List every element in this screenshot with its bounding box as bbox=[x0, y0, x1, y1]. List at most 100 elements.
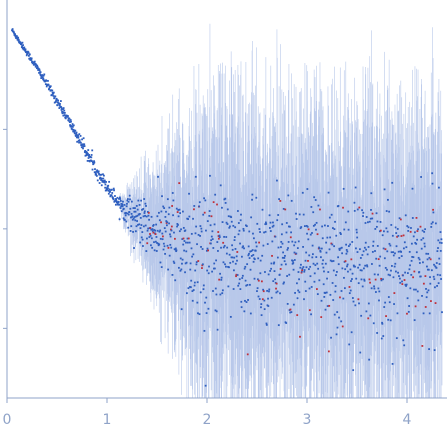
data-point bbox=[118, 196, 121, 199]
data-point bbox=[351, 278, 353, 280]
data-point bbox=[305, 266, 308, 269]
data-point bbox=[372, 244, 375, 247]
data-point bbox=[418, 258, 421, 261]
data-point bbox=[91, 160, 93, 162]
data-point bbox=[246, 353, 249, 356]
data-point bbox=[75, 133, 78, 135]
data-point bbox=[415, 251, 418, 254]
data-point bbox=[76, 140, 79, 143]
data-point bbox=[311, 244, 314, 247]
data-point bbox=[60, 107, 63, 110]
data-point bbox=[139, 216, 142, 219]
data-point bbox=[253, 258, 256, 261]
data-point bbox=[248, 283, 251, 286]
data-point bbox=[75, 135, 77, 137]
data-point bbox=[297, 240, 300, 243]
data-point bbox=[284, 208, 287, 211]
data-point bbox=[159, 261, 162, 264]
data-point bbox=[282, 282, 285, 285]
data-point bbox=[146, 229, 149, 232]
data-point bbox=[211, 270, 213, 273]
data-point bbox=[73, 131, 76, 133]
data-point bbox=[389, 319, 392, 322]
data-point bbox=[110, 188, 113, 191]
data-point bbox=[186, 237, 189, 240]
data-point bbox=[29, 58, 32, 61]
data-point bbox=[434, 286, 436, 289]
data-point bbox=[341, 267, 344, 270]
data-point bbox=[247, 245, 250, 248]
data-point bbox=[159, 237, 162, 240]
data-point bbox=[397, 250, 400, 253]
data-point bbox=[173, 231, 175, 234]
data-point bbox=[396, 235, 399, 238]
data-point bbox=[184, 271, 186, 274]
data-point bbox=[63, 111, 65, 114]
data-point bbox=[295, 252, 298, 255]
data-point bbox=[146, 242, 149, 245]
data-point bbox=[374, 250, 376, 252]
data-point bbox=[216, 241, 219, 243]
data-point bbox=[178, 182, 181, 185]
data-point bbox=[192, 289, 195, 291]
data-point bbox=[409, 264, 411, 267]
data-point bbox=[167, 246, 170, 249]
data-point bbox=[368, 358, 371, 361]
data-point bbox=[259, 272, 262, 275]
data-point bbox=[295, 212, 297, 215]
data-point bbox=[170, 229, 173, 232]
data-point bbox=[245, 225, 248, 228]
data-point bbox=[103, 181, 106, 184]
data-point bbox=[69, 125, 72, 128]
data-point bbox=[200, 227, 203, 230]
data-point bbox=[370, 287, 373, 290]
data-point bbox=[273, 270, 276, 273]
data-point bbox=[77, 139, 80, 142]
data-point bbox=[245, 301, 248, 303]
data-point bbox=[86, 159, 89, 162]
data-point bbox=[340, 320, 343, 323]
data-point bbox=[371, 212, 374, 215]
data-point bbox=[408, 305, 411, 307]
data-point bbox=[95, 172, 97, 175]
data-point bbox=[283, 257, 286, 259]
data-point bbox=[173, 262, 176, 264]
data-point bbox=[51, 89, 54, 92]
data-point bbox=[410, 273, 413, 276]
data-point bbox=[392, 254, 395, 257]
data-point bbox=[98, 173, 101, 176]
data-point bbox=[322, 283, 325, 286]
data-point bbox=[28, 57, 31, 60]
data-point bbox=[23, 46, 26, 49]
data-point bbox=[328, 216, 331, 219]
data-point bbox=[300, 271, 303, 274]
data-point bbox=[34, 65, 37, 68]
data-point bbox=[107, 192, 110, 195]
data-point bbox=[97, 171, 99, 174]
data-point bbox=[274, 235, 277, 238]
data-point bbox=[198, 205, 201, 208]
data-point bbox=[265, 322, 268, 325]
data-point bbox=[303, 270, 306, 273]
data-point bbox=[268, 290, 270, 293]
data-point bbox=[349, 268, 352, 271]
data-point bbox=[408, 250, 411, 253]
data-point bbox=[412, 235, 415, 238]
data-point bbox=[223, 235, 225, 238]
data-point bbox=[155, 223, 158, 226]
data-point bbox=[147, 211, 150, 214]
data-point bbox=[174, 237, 176, 240]
data-point bbox=[178, 208, 181, 211]
data-point bbox=[38, 69, 41, 72]
data-point bbox=[145, 215, 148, 218]
data-point bbox=[67, 115, 69, 118]
data-point bbox=[335, 234, 338, 237]
data-point bbox=[313, 196, 316, 199]
data-point bbox=[96, 170, 99, 173]
data-point bbox=[71, 123, 74, 125]
data-point bbox=[285, 222, 288, 224]
data-point bbox=[201, 267, 203, 269]
data-point bbox=[48, 87, 51, 90]
data-point bbox=[360, 269, 363, 272]
data-point bbox=[326, 277, 328, 280]
